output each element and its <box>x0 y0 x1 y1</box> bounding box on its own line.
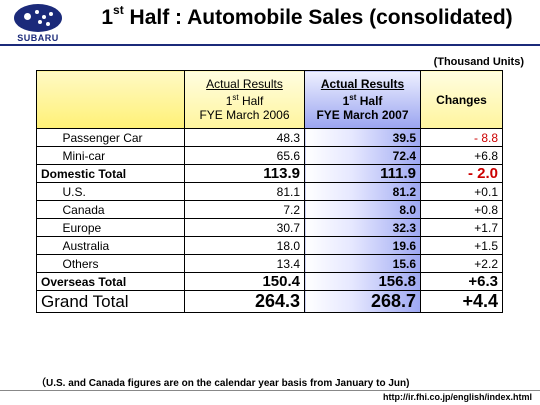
value-2006: 65.6 <box>184 146 305 165</box>
value-2006: 264.3 <box>184 290 305 313</box>
value-2006: 7.2 <box>184 200 305 219</box>
value-2007: 39.5 <box>304 128 421 147</box>
row-label: Passenger Car <box>58 128 185 147</box>
units-label: (Thousand Units) <box>433 56 524 68</box>
table-row: Others 13.4 15.6 +2.2 <box>36 254 503 273</box>
value-change: +0.1 <box>420 182 503 201</box>
row-label: Overseas Total <box>36 272 185 291</box>
value-2007: 156.8 <box>304 272 421 291</box>
value-2007: 19.6 <box>304 236 421 255</box>
value-2007: 111.9 <box>304 164 421 183</box>
row-label: U.S. <box>58 182 185 201</box>
grand-total-row: Grand Total 264.3 268.7 +4.4 <box>36 290 503 313</box>
table-row: Mini-car 65.6 72.4 +6.8 <box>36 146 503 165</box>
row-label: Australia <box>58 236 185 255</box>
row-label: Grand Total <box>36 290 185 313</box>
footer-url: http://ir.fhi.co.jp/english/index.html <box>382 392 532 402</box>
value-change: - 2.0 <box>420 164 503 183</box>
header-fye2007: Actual Results 1st Half FYE March 2007 <box>304 70 421 129</box>
header-changes: Changes <box>420 70 503 129</box>
page-title: 1st Half : Automobile Sales (consolidate… <box>101 3 513 29</box>
value-change: +6.3 <box>420 272 503 291</box>
value-2007: 268.7 <box>304 290 421 313</box>
value-2007: 32.3 <box>304 218 421 237</box>
value-change: +1.5 <box>420 236 503 255</box>
row-label: Europe <box>58 218 185 237</box>
value-2006: 13.4 <box>184 254 305 273</box>
value-change: - 8.8 <box>420 128 503 147</box>
header-blank-cell <box>36 70 185 129</box>
value-2007: 81.2 <box>304 182 421 201</box>
table-row: Passenger Car 48.3 39.5 - 8.8 <box>36 128 503 147</box>
header-fye2006: Actual Results 1st Half FYE March 2006 <box>184 70 305 129</box>
table-row: U.S. 81.1 81.2 +0.1 <box>36 182 503 201</box>
value-change: +0.8 <box>420 200 503 219</box>
value-change: +4.4 <box>420 290 503 313</box>
table-row: Australia 18.0 19.6 +1.5 <box>36 236 503 255</box>
value-2006: 30.7 <box>184 218 305 237</box>
value-change: +1.7 <box>420 218 503 237</box>
header: SUBARU 1st Half : Automobile Sales (cons… <box>0 0 540 46</box>
header-divider <box>0 44 540 46</box>
footnote: （U.S. and Canada figures are on the cale… <box>36 378 410 389</box>
row-label: Others <box>58 254 185 273</box>
value-2006: 81.1 <box>184 182 305 201</box>
value-2007: 15.6 <box>304 254 421 273</box>
logo-text: SUBARU <box>17 33 59 43</box>
value-change: +2.2 <box>420 254 503 273</box>
row-label: Mini-car <box>58 146 185 165</box>
value-2006: 150.4 <box>184 272 305 291</box>
value-2006: 113.9 <box>184 164 305 183</box>
footer-divider <box>0 390 540 391</box>
overseas-total-row: Overseas Total 150.4 156.8 +6.3 <box>36 272 503 291</box>
table-row: Europe 30.7 32.3 +1.7 <box>36 218 503 237</box>
pleiades-star-icon <box>14 4 62 32</box>
row-label: Domestic Total <box>36 164 185 183</box>
value-2007: 72.4 <box>304 146 421 165</box>
table-header-row: Actual Results 1st Half FYE March 2006 A… <box>36 70 503 129</box>
value-2007: 8.0 <box>304 200 421 219</box>
value-2006: 18.0 <box>184 236 305 255</box>
value-2006: 48.3 <box>184 128 305 147</box>
row-label: Canada <box>58 200 185 219</box>
value-change: +6.8 <box>420 146 503 165</box>
domestic-total-row: Domestic Total 113.9 111.9 - 2.0 <box>36 164 503 183</box>
subaru-logo: SUBARU <box>6 4 70 44</box>
sales-table: Actual Results 1st Half FYE March 2006 A… <box>36 70 503 313</box>
table-row: Canada 7.2 8.0 +0.8 <box>36 200 503 219</box>
